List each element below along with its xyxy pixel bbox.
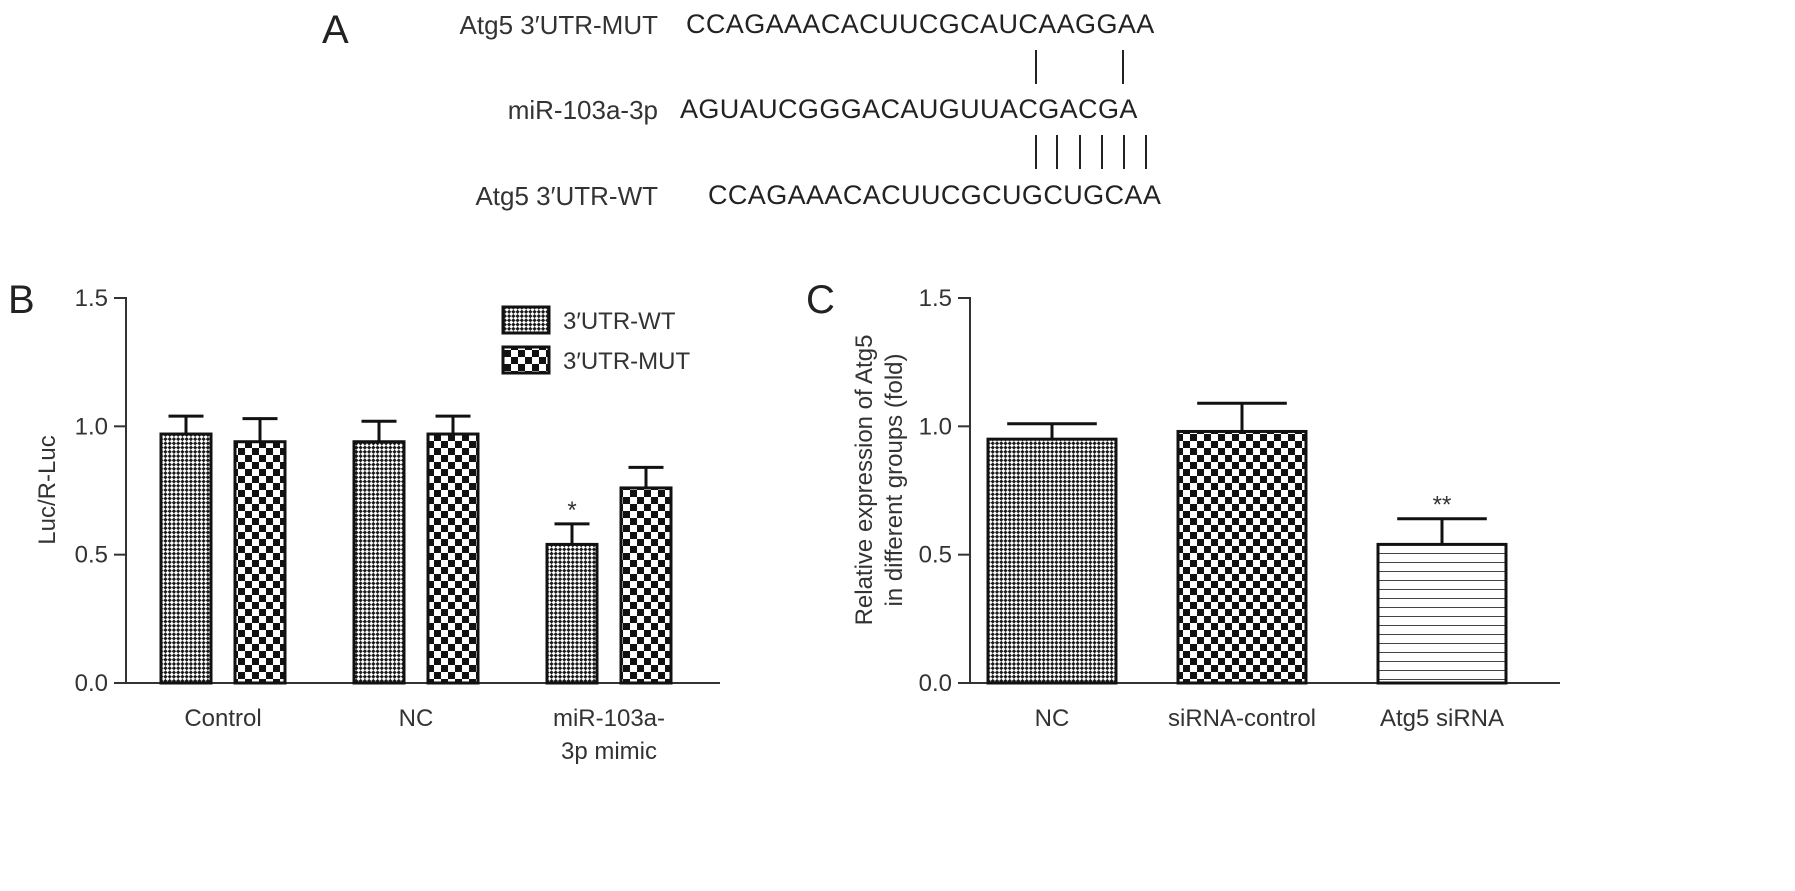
chart-b-ylabel: Luc/R-Luc bbox=[34, 435, 61, 544]
wt-sequence-label: Atg5 3′UTR-WT bbox=[475, 181, 658, 211]
chart-c-ytick-label-1: 0.5 bbox=[919, 542, 952, 569]
chart-c-ytick-label-2: 1.0 bbox=[919, 413, 952, 440]
chart-b-xtick-label-0-0: Control bbox=[184, 705, 261, 732]
mut-sequence-label: Atg5 3′UTR-MUT bbox=[459, 10, 658, 40]
chart-b-legend-swatch-1 bbox=[501, 345, 551, 375]
panel-c-letter: C bbox=[806, 278, 835, 322]
mirna-sequence-label: miR-103a-3p bbox=[507, 95, 658, 125]
chart-c-xtick-label-0: NC bbox=[1035, 705, 1070, 732]
chart-b-bar-1-2 bbox=[619, 486, 673, 685]
mut-sequence: CCAGAAACACUUCGCAUCAAGGAA bbox=[686, 9, 1155, 39]
chart-c-annotation-0: ** bbox=[1433, 492, 1452, 519]
chart-b-bar-0-2 bbox=[545, 542, 599, 685]
chart-b-ytick-label-2: 1.0 bbox=[75, 413, 108, 440]
mirna-sequence: AGUAUCGGGACAUGUUACGACGA bbox=[680, 94, 1138, 124]
chart-b-legend-label-0: 3′UTR-WT bbox=[563, 308, 676, 335]
chart-b-bar-1-1 bbox=[426, 432, 480, 685]
wt-sequence: CCAGAAACACUUCGCUGCUGCAA bbox=[708, 180, 1162, 210]
chart-b-annotation-0: * bbox=[567, 497, 576, 524]
chart-c-xtick-label-1: siRNA-control bbox=[1168, 705, 1316, 732]
panel-a-letter: A bbox=[322, 8, 349, 52]
chart-b-bar-1-0 bbox=[233, 440, 287, 685]
chart-c: 0.0 0.5 1.0 1.5 Relative expression of Atg5 i… bbox=[851, 285, 1560, 732]
chart-b-bar-0-1 bbox=[352, 440, 406, 685]
chart-c-ytick-label-3: 1.5 bbox=[919, 285, 952, 312]
chart-b: 0.0 0.5 1.0 1.5 Luc/R-Luc Control NC * miR-103a-… bbox=[34, 285, 720, 765]
chart-c-xtick-label-2: Atg5 siRNA bbox=[1380, 705, 1504, 732]
chart-c-bar-1 bbox=[1176, 429, 1308, 685]
panel-b-letter: B bbox=[8, 278, 35, 322]
chart-b-xtick-label-2-0: miR-103a- bbox=[553, 705, 665, 732]
chart-b-legend-swatch-0 bbox=[501, 305, 551, 335]
chart-c-bar-2 bbox=[1376, 542, 1508, 685]
chart-b-xtick-label-1-0: NC bbox=[399, 705, 434, 732]
chart-b-ytick-label-3: 1.5 bbox=[75, 285, 108, 312]
chart-b-ytick-label-1: 0.5 bbox=[75, 542, 108, 569]
chart-b-ytick-label-0: 0.0 bbox=[75, 670, 108, 697]
chart-c-ylabel-1: in different groups (fold) bbox=[881, 353, 908, 606]
base-pairing-lines bbox=[1035, 50, 1147, 169]
chart-b-bar-0-0 bbox=[159, 432, 213, 685]
chart-b-xtick-label-2-1: 3p mimic bbox=[561, 738, 657, 765]
chart-c-ytick-label-0: 0.0 bbox=[919, 670, 952, 697]
chart-c-bar-0 bbox=[986, 437, 1118, 685]
chart-b-legend-label-1: 3′UTR-MUT bbox=[563, 348, 690, 375]
chart-c-ylabel-0: Relative expression of Atg5 bbox=[851, 335, 878, 626]
